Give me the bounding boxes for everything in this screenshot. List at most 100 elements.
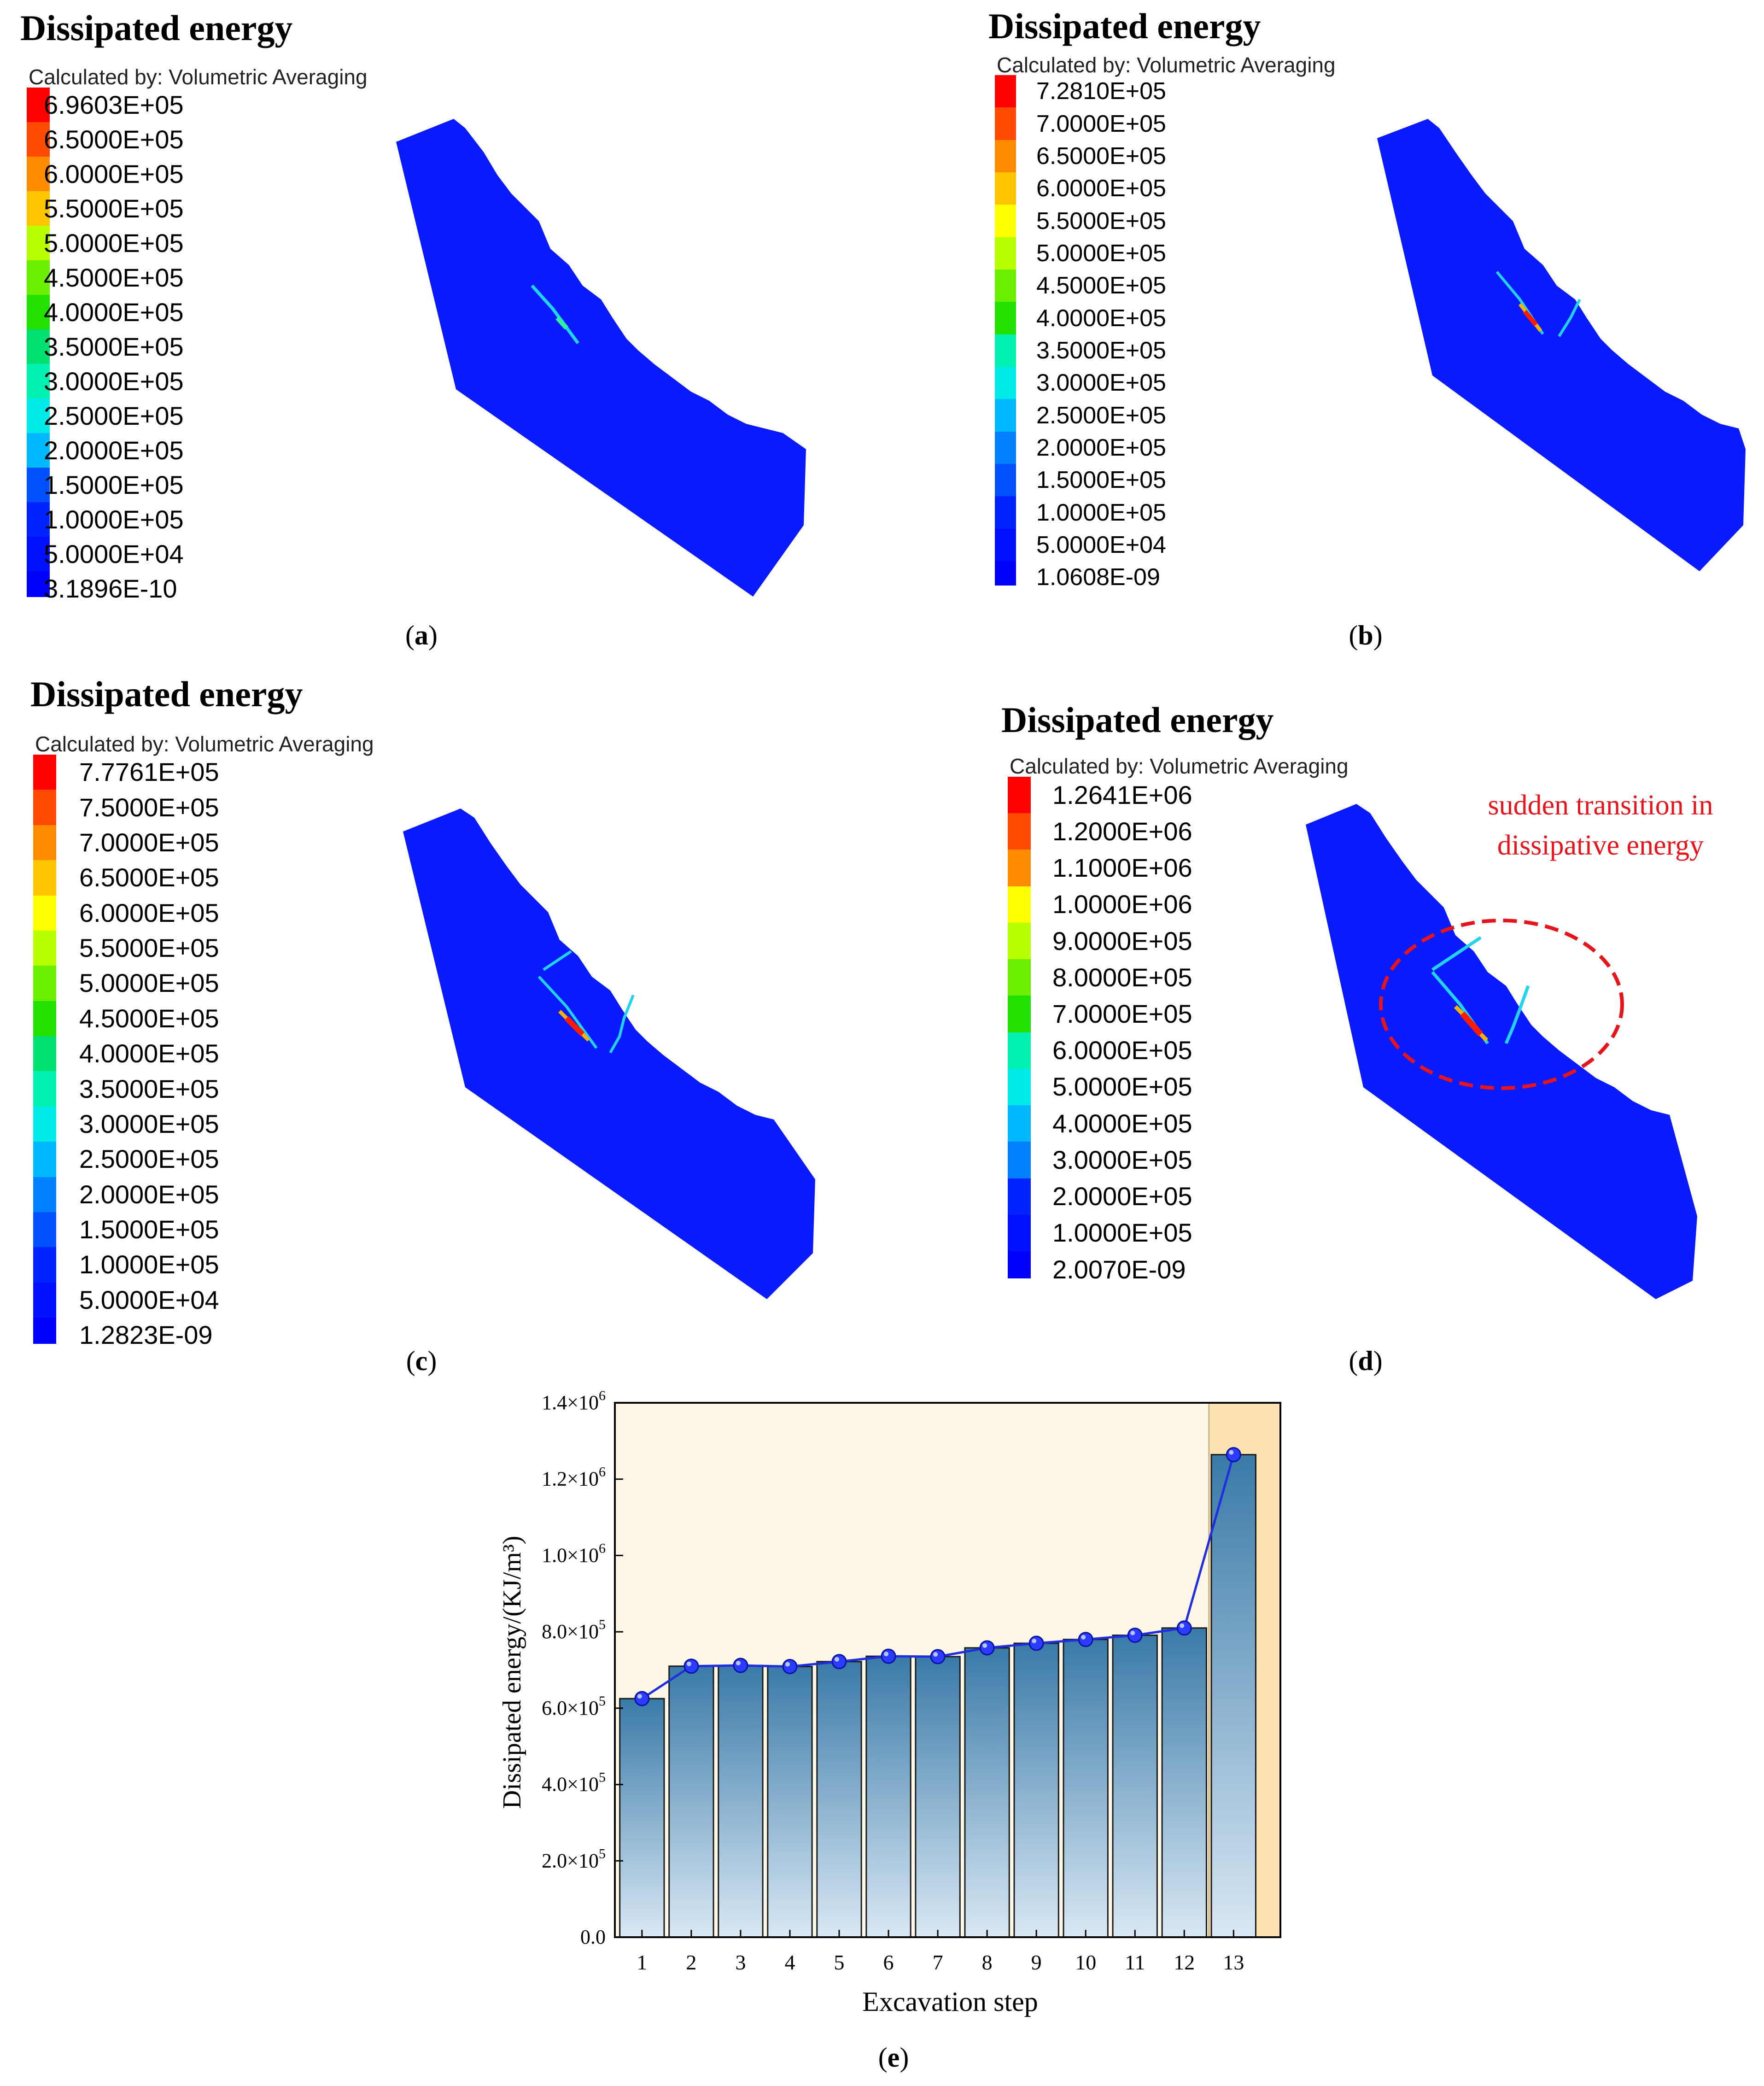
legend-value: 7.5000E+05 xyxy=(79,792,219,822)
legend-value: 7.2810E+05 xyxy=(1036,78,1166,105)
legend-swatch xyxy=(995,561,1016,586)
legend-swatch xyxy=(1008,777,1031,814)
legend-swatch xyxy=(33,1177,56,1213)
legend-value: 1.0000E+05 xyxy=(1052,1218,1192,1248)
legend-value: 5.0000E+04 xyxy=(79,1285,219,1314)
legend-swatch xyxy=(33,1001,56,1037)
data-point xyxy=(1127,1628,1143,1643)
legend-value: 1.0000E+05 xyxy=(79,1250,219,1279)
legend-value: 2.5000E+05 xyxy=(44,401,184,430)
panel-a-title: Dissipated energy xyxy=(20,8,293,48)
plot-frame xyxy=(614,1402,1281,1938)
panel-a-caption: (a) xyxy=(405,620,438,650)
legend-value: 4.5000E+05 xyxy=(44,263,184,292)
legend-swatch xyxy=(995,496,1016,529)
legend-value: 6.0000E+05 xyxy=(1036,175,1166,202)
legend-value: 3.0000E+05 xyxy=(44,366,184,396)
legend-swatch xyxy=(33,1212,56,1248)
panel-c-caption: (c) xyxy=(406,1346,437,1376)
legend-swatch xyxy=(33,1036,56,1072)
legend-swatch xyxy=(27,88,50,123)
data-point-highlight xyxy=(933,1652,938,1657)
data-point xyxy=(1028,1635,1044,1651)
data-point xyxy=(733,1658,748,1673)
data-point-highlight xyxy=(785,1662,790,1667)
legend-swatch xyxy=(27,468,50,503)
legend-swatch xyxy=(33,1071,56,1107)
legend-value: 7.0000E+05 xyxy=(79,827,219,857)
legend-swatch xyxy=(995,205,1016,238)
data-point-highlight xyxy=(982,1643,987,1648)
legend-value: 1.0000E+05 xyxy=(1036,499,1166,526)
legend-swatch xyxy=(995,75,1016,108)
x-tick-label: 3 xyxy=(735,1951,746,1974)
legend-swatch xyxy=(27,226,50,261)
data-point-highlight xyxy=(835,1657,840,1662)
legend-value: 6.0000E+05 xyxy=(44,159,184,188)
legend-value: 2.5000E+05 xyxy=(1036,402,1166,429)
data-point-highlight xyxy=(1229,1450,1234,1455)
data-point-highlight xyxy=(637,1694,642,1699)
x-tick-label: 1 xyxy=(637,1951,647,1974)
legend-value: 5.0000E+05 xyxy=(44,228,184,258)
y-tick-label: 1.0×106 xyxy=(542,1541,606,1566)
legend-value: 5.0000E+05 xyxy=(1052,1072,1192,1102)
legend-value: 5.5000E+05 xyxy=(44,193,184,223)
x-tick-label: 11 xyxy=(1125,1951,1145,1974)
legend-value: 1.2000E+06 xyxy=(1052,816,1192,846)
legend-value: 1.5000E+05 xyxy=(1036,467,1166,494)
panel-e-caption: (e) xyxy=(878,2042,909,2073)
legend-swatch xyxy=(27,191,50,226)
bar-step-11 xyxy=(1112,1635,1158,1938)
legend-swatch xyxy=(27,329,50,364)
legend-value: 7.0000E+05 xyxy=(1036,110,1166,137)
legend-swatch xyxy=(995,367,1016,400)
legend-value: 5.0000E+04 xyxy=(44,539,184,568)
legend-value: 4.0000E+05 xyxy=(79,1039,219,1068)
legend-swatch xyxy=(27,398,50,434)
data-point-highlight xyxy=(1032,1639,1037,1643)
legend-value: 7.0000E+05 xyxy=(1052,999,1192,1028)
bar-step-9 xyxy=(1013,1642,1059,1938)
data-point-highlight xyxy=(884,1652,889,1657)
legend-swatch xyxy=(27,157,50,192)
bar-step-2 xyxy=(668,1665,714,1938)
legend-value: 2.0000E+05 xyxy=(79,1179,219,1209)
x-tick-label: 13 xyxy=(1223,1951,1244,1974)
legend-value: 6.9603E+05 xyxy=(44,90,184,119)
x-tick-label: 2 xyxy=(686,1951,696,1974)
legend-swatch xyxy=(33,1106,56,1143)
legend-value: 2.5000E+05 xyxy=(79,1144,219,1174)
x-tick-label: 7 xyxy=(933,1951,943,1974)
legend-value: 2.0070E-09 xyxy=(1052,1254,1186,1284)
legend-swatch xyxy=(995,528,1016,562)
x-tick-label: 10 xyxy=(1075,1951,1096,1974)
x-tick-label: 12 xyxy=(1174,1951,1195,1974)
legend-value: 6.0000E+05 xyxy=(1052,1036,1192,1065)
x-tick-label: 4 xyxy=(784,1951,795,1974)
y-tick-label: 2.0×105 xyxy=(542,1846,606,1872)
data-point xyxy=(1176,1620,1192,1636)
bar-step-3 xyxy=(718,1664,764,1938)
legend-value: 1.2641E+06 xyxy=(1052,780,1192,809)
legend-value: 1.5000E+05 xyxy=(44,470,184,499)
legend-swatch xyxy=(1008,1251,1031,1279)
panel-d-caption: (d) xyxy=(1349,1346,1383,1376)
data-point xyxy=(1226,1447,1241,1463)
y-tick-label: 0.0 xyxy=(580,1926,606,1948)
legend-swatch xyxy=(1008,1068,1031,1106)
legend-value: 9.0000E+05 xyxy=(1052,926,1192,955)
panel-a-calc-note: Calculated by: Volumetric Averaging xyxy=(29,65,368,89)
legend-value: 3.5000E+05 xyxy=(1036,337,1166,364)
legend-value: 5.0000E+05 xyxy=(79,968,219,998)
legend-swatch xyxy=(1008,996,1031,1033)
panel-d-title: Dissipated energy xyxy=(1001,700,1274,740)
y-tick-label: 8.0×105 xyxy=(542,1617,606,1643)
legend-value: 3.1896E-10 xyxy=(44,574,177,603)
panel-c-calc-note: Calculated by: Volumetric Averaging xyxy=(35,732,374,756)
legend-swatch xyxy=(27,295,50,330)
legend-swatch xyxy=(995,237,1016,270)
legend-swatch xyxy=(33,790,56,826)
legend-swatch xyxy=(33,1247,56,1283)
legend-value: 2.0000E+05 xyxy=(1052,1182,1192,1211)
